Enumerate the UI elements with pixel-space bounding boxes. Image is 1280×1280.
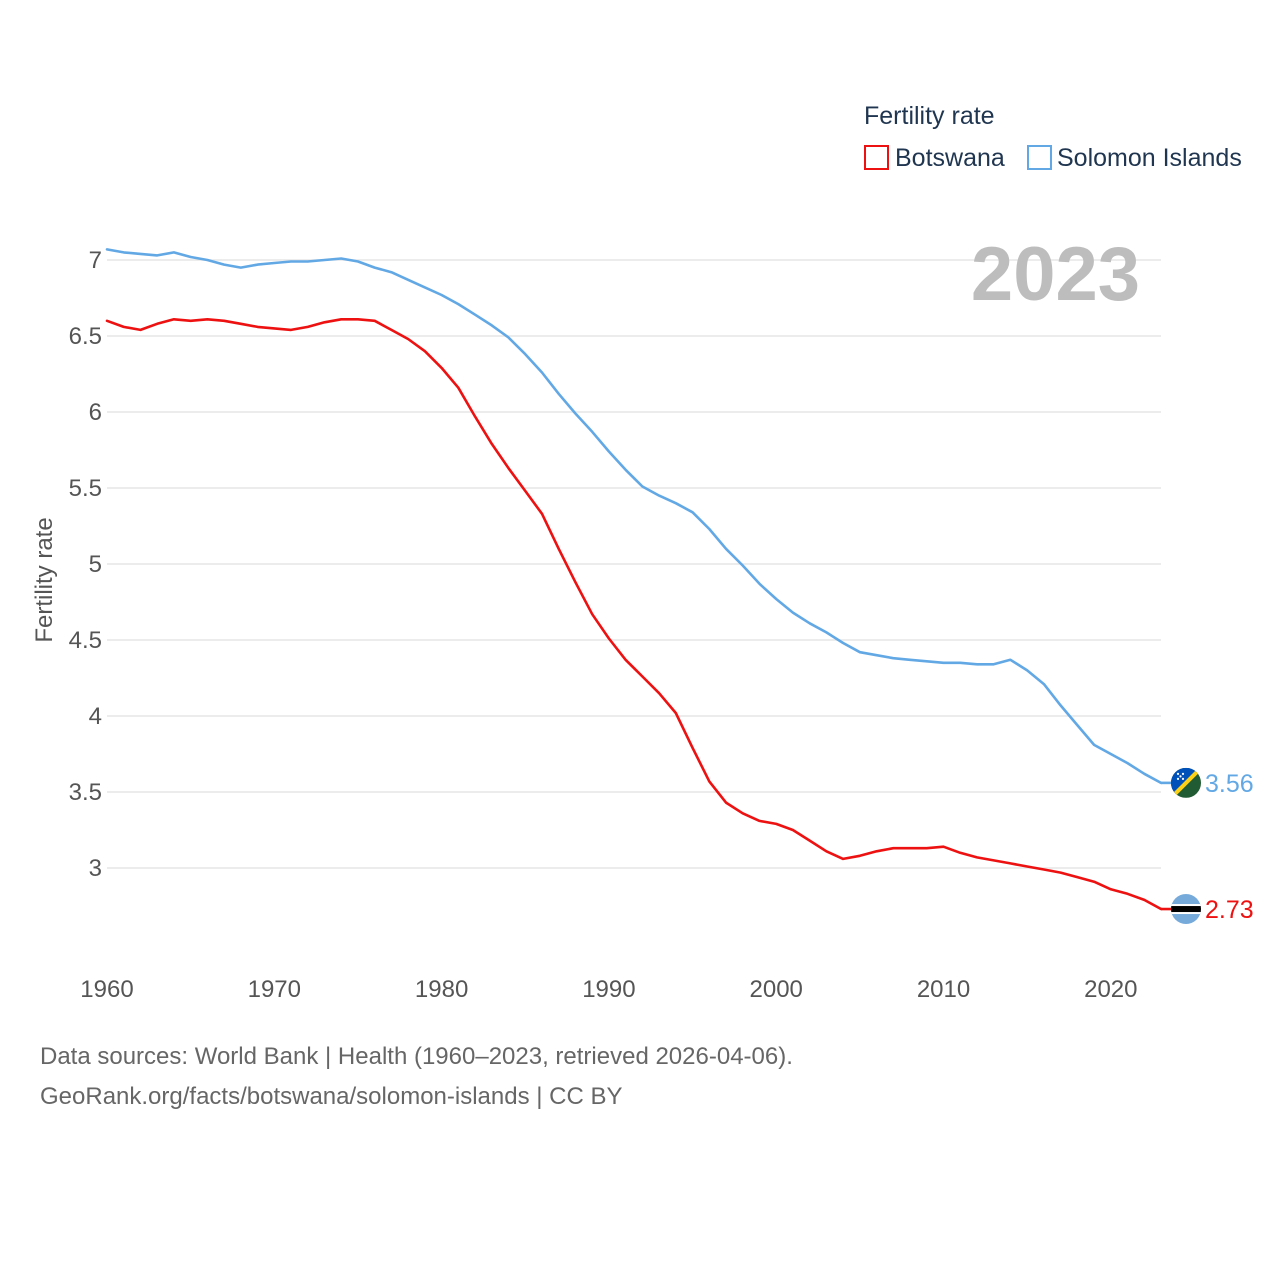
series-line-solomon-islands [105, 248, 1163, 785]
legend-item-botswana[interactable]: Botswana [864, 144, 1005, 172]
current-year-label: 2023 [971, 232, 1140, 317]
y-tick-label-5: 5.5 [69, 475, 102, 502]
y-tick-label-3: 4.5 [69, 627, 102, 654]
gridlines [107, 259, 1161, 869]
x-axis-ticks: 1960 1970 1980 1990 2000 2010 2020 [80, 976, 1137, 1003]
y-tick-label-2: 4 [89, 703, 102, 730]
y-tick-label-6: 6 [89, 399, 102, 426]
x-tick-label-1970: 1970 [248, 976, 301, 1003]
y-tick-label-4: 5 [89, 551, 102, 578]
legend-label-solomon-islands: Solomon Islands [1057, 144, 1242, 172]
flag-star-solomon-2 [1176, 777, 1180, 780]
y-tick-label-8: 7 [89, 247, 102, 274]
y-axis-title: Fertility rate [31, 517, 58, 642]
end-value-label-solomon-islands: 3.56 [1205, 770, 1254, 798]
y-tick-label-7: 6.5 [69, 323, 102, 350]
end-value-label-botswana: 2.73 [1205, 896, 1254, 924]
flag-star-solomon-3 [1181, 777, 1185, 780]
x-tick-label-2000: 2000 [750, 976, 803, 1003]
flag-stripe-solomon [1171, 767, 1201, 798]
flag-botswana-icon [1171, 894, 1201, 925]
x-tick-label-1960: 1960 [80, 976, 133, 1003]
flag-star-solomon-1 [1181, 772, 1185, 775]
legend: Fertility rate Botswana Solomon Islands [864, 102, 1242, 172]
flag-band-black-botswana [1171, 906, 1201, 913]
series-lines [105, 248, 1163, 911]
footer-sources: Data sources: World Bank | Health (1960–… [40, 1043, 793, 1070]
flag-star-solomon-4 [1179, 775, 1182, 778]
y-axis-ticks: 3 3.5 4 4.5 5 5.5 6 6.5 7 [69, 247, 102, 882]
legend-item-solomon-islands[interactable]: Solomon Islands [1027, 144, 1242, 172]
series-line-botswana [105, 317, 1163, 911]
y-tick-label-1: 3.5 [69, 779, 102, 806]
footer-attribution: GeoRank.org/facts/botswana/solomon-islan… [40, 1083, 623, 1110]
flag-body-botswana [1171, 894, 1201, 925]
x-tick-label-2020: 2020 [1084, 976, 1137, 1003]
flag-body-solomon-islands [1171, 767, 1201, 798]
x-tick-label-1980: 1980 [415, 976, 468, 1003]
legend-swatch-botswana [864, 145, 889, 170]
x-tick-label-1990: 1990 [582, 976, 635, 1003]
x-tick-label-2010: 2010 [917, 976, 970, 1003]
series-end-markers: 2.73 3.56 [1161, 767, 1254, 925]
legend-title: Fertility rate [864, 102, 995, 130]
legend-swatch-solomon-islands [1027, 145, 1052, 170]
y-tick-label-0: 3 [89, 855, 102, 882]
flag-star-solomon-0 [1176, 772, 1180, 775]
legend-label-botswana: Botswana [895, 144, 1005, 172]
flag-solomon-islands-icon [1171, 767, 1201, 798]
